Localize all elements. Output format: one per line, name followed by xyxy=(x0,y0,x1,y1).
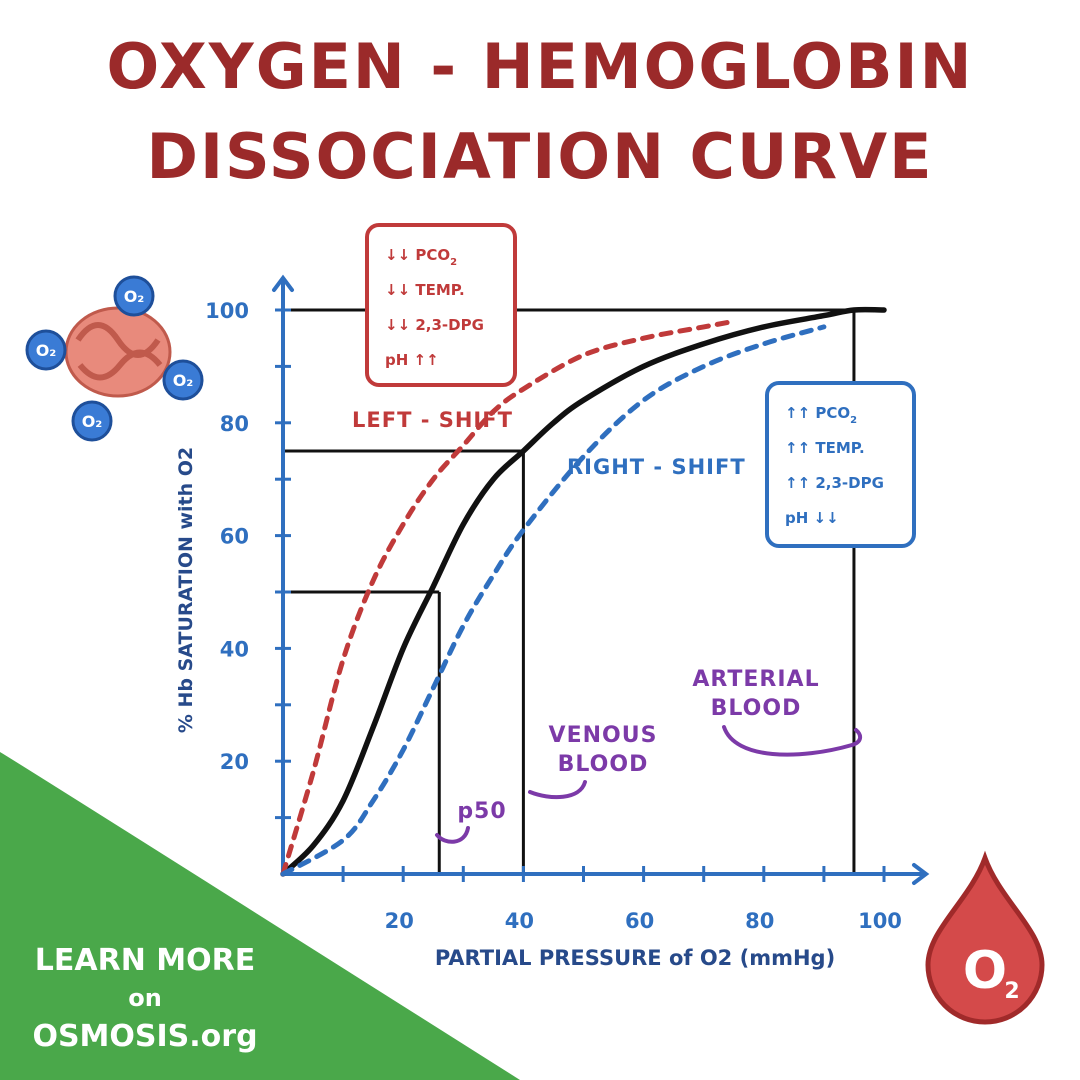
left-box-line-3: ↓↓ 2,3-DPG xyxy=(385,316,484,334)
left-shift-box xyxy=(365,223,517,387)
right-shift-label: RIGHT - SHIFT xyxy=(567,455,746,479)
right-box-line-1: ↑↑ PCO2 xyxy=(785,404,857,426)
venous-label-1: VENOUS xyxy=(549,723,658,748)
x-tick-label: 20 xyxy=(385,909,414,933)
o2-drop-icon: O 2 xyxy=(925,850,1045,1025)
venous-pointer xyxy=(528,780,587,800)
y-tick-label: 100 xyxy=(205,299,249,323)
promo-line-2[interactable]: on xyxy=(128,984,162,1012)
y-axis-title: % Hb SATURATION with O2 xyxy=(175,447,197,733)
svg-text:O₂: O₂ xyxy=(36,341,57,360)
series-right-shift-curve xyxy=(280,324,827,877)
right-box-line-2: ↑↑ TEMP. xyxy=(785,439,865,457)
left-box-line-1: ↓↓ PCO2 xyxy=(385,246,457,268)
x-axis-arrowhead xyxy=(912,863,930,885)
promo-background xyxy=(0,752,520,1080)
right-box-line-4: pH ↓↓ xyxy=(785,509,839,527)
left-box-line-4: pH ↑↑ xyxy=(385,351,439,369)
y-tick-label: 40 xyxy=(220,637,249,661)
x-tick-label: 40 xyxy=(505,909,534,933)
promo-line-1[interactable]: LEARN MORE xyxy=(35,943,255,978)
svg-text:O₂: O₂ xyxy=(82,412,103,431)
arterial-label-2: BLOOD xyxy=(711,696,802,721)
svg-text:O₂: O₂ xyxy=(124,287,145,306)
x-tick-label: 100 xyxy=(858,909,902,933)
promo-line-3[interactable]: OSMOSIS.org xyxy=(32,1019,257,1054)
y-tick-label: 60 xyxy=(220,525,249,549)
title-line-1: OXYGEN - HEMOGLOBIN xyxy=(107,30,974,103)
series-left-shift-curve xyxy=(280,318,737,877)
svg-text:O₂: O₂ xyxy=(173,371,194,390)
y-axis-arrowhead xyxy=(272,274,294,292)
p50-label: p50 xyxy=(457,799,506,824)
p50-pointer xyxy=(435,826,470,844)
arterial-label-1: ARTERIAL xyxy=(692,667,819,692)
arterial-pointer xyxy=(722,725,863,757)
hemoglobin-molecule-icon: O₂ O₂ O₂ O₂ xyxy=(25,275,204,442)
title-line-2: DISSOCIATION CURVE xyxy=(147,120,934,193)
left-box-line-2: ↓↓ TEMP. xyxy=(385,281,465,299)
series-normal-curve xyxy=(280,306,887,877)
right-box-line-3: ↑↑ 2,3-DPG xyxy=(785,474,884,492)
left-shift-label: LEFT - SHIFT xyxy=(352,408,513,432)
x-axis-title: PARTIAL PRESSURE of O2 (mmHg) xyxy=(435,946,835,970)
x-tick-label: 80 xyxy=(745,909,774,933)
y-tick-label: 80 xyxy=(220,412,249,436)
x-tick-label: 60 xyxy=(625,909,654,933)
y-tick-label: 20 xyxy=(220,750,249,774)
right-shift-box xyxy=(765,381,916,548)
svg-text:O: O xyxy=(963,941,1007,1001)
venous-label-2: BLOOD xyxy=(558,752,649,777)
svg-text:2: 2 xyxy=(1004,979,1019,1004)
